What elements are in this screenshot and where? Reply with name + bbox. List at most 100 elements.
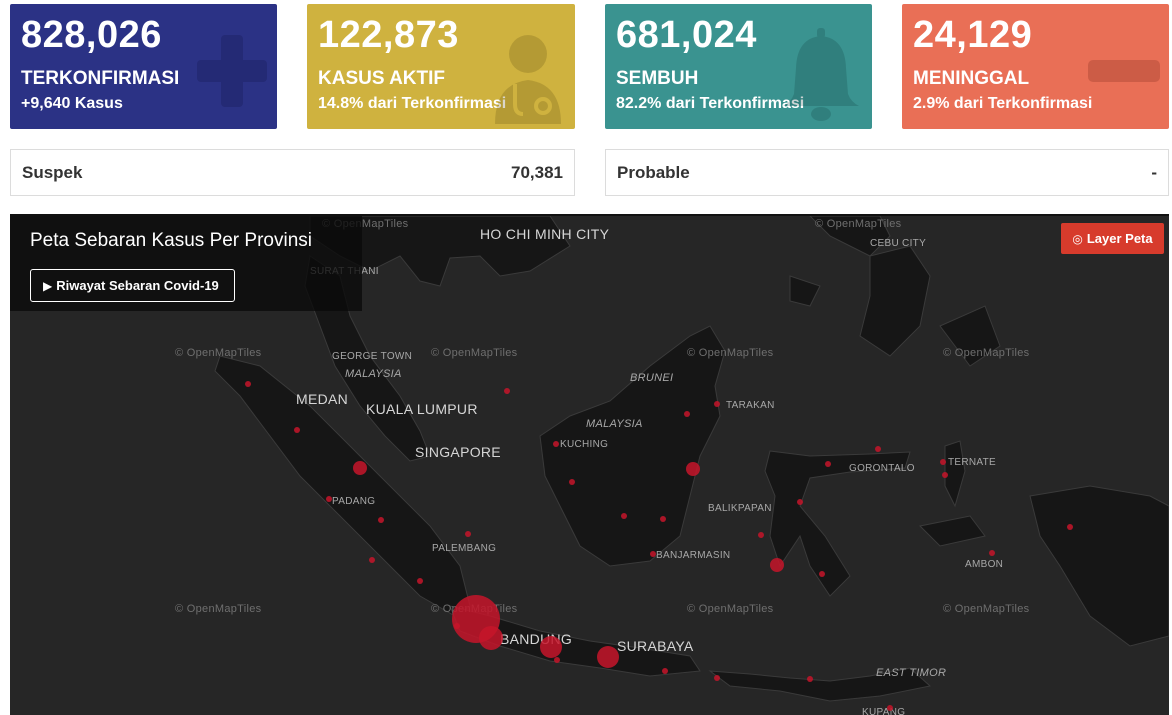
province-marker[interactable]: [758, 532, 764, 538]
suspek-box: Suspek 70,381: [10, 149, 575, 196]
confirmed-value: 828,026: [21, 14, 162, 56]
city-label: BANJARMASIN: [656, 550, 731, 561]
city-label: HO CHI MINH CITY: [480, 226, 610, 242]
province-case-map[interactable]: © OpenMapTiles © OpenMapTiles © OpenMapT…: [10, 214, 1169, 715]
history-button-label: Riwayat Sebaran Covid-19: [56, 278, 219, 293]
death-percentage: 2.9% dari Terkonfirmasi: [913, 95, 1093, 112]
recovered-percentage: 82.2% dari Terkonfirmasi: [616, 95, 805, 112]
map-attribution: © OpenMapTiles: [943, 603, 1030, 615]
confirmed-label: TERKONFIRMASI: [21, 68, 180, 89]
province-marker[interactable]: [770, 558, 784, 572]
city-label: BALIKPAPAN: [708, 503, 772, 514]
plus-icon: [197, 35, 267, 107]
province-marker[interactable]: [553, 441, 559, 447]
province-marker[interactable]: [714, 401, 720, 407]
confirmed-daily-increase: +9,640 Kasus: [21, 95, 123, 112]
city-label: SURABAYA: [617, 638, 694, 654]
probable-value: -: [1151, 163, 1157, 182]
map-attribution: © OpenMapTiles: [687, 347, 774, 359]
map-title-panel: Peta Sebaran Kasus Per Provinsi ▶ Riwaya…: [10, 216, 362, 311]
province-marker[interactable]: [597, 646, 619, 668]
province-marker[interactable]: [875, 446, 881, 452]
death-value: 24,129: [913, 14, 1033, 56]
province-marker[interactable]: [714, 675, 720, 681]
province-marker[interactable]: [245, 381, 251, 387]
layer-button[interactable]: ◎ Layer Peta: [1061, 223, 1164, 254]
province-marker[interactable]: [417, 578, 423, 584]
city-label: AMBON: [965, 559, 1004, 570]
map-basemap: [10, 216, 1169, 715]
recovered-value: 681,024: [616, 14, 757, 56]
province-marker[interactable]: [326, 496, 332, 502]
active-percentage: 14.8% dari Terkonfirmasi: [318, 95, 507, 112]
province-marker[interactable]: [540, 636, 562, 658]
map-attribution: © OpenMapTiles: [431, 347, 518, 359]
province-marker[interactable]: [621, 513, 627, 519]
doctor-icon: [495, 35, 561, 124]
province-marker[interactable]: [686, 462, 700, 476]
city-label: TARAKAN: [726, 400, 775, 411]
city-label: PADANG: [332, 496, 376, 507]
map-title: Peta Sebaran Kasus Per Provinsi: [30, 230, 312, 251]
province-marker[interactable]: [660, 516, 666, 522]
active-label: KASUS AKTIF: [318, 68, 446, 89]
active-value: 122,873: [318, 14, 459, 56]
province-marker[interactable]: [369, 557, 375, 563]
city-label: SINGAPORE: [415, 444, 501, 460]
province-marker[interactable]: [942, 472, 948, 478]
suspek-label: Suspek: [22, 163, 83, 182]
province-marker[interactable]: [294, 427, 300, 433]
map-attribution: © OpenMapTiles: [815, 218, 902, 230]
province-marker[interactable]: [684, 411, 690, 417]
death-label: MENINGGAL: [913, 68, 1030, 89]
city-label: KUALA LUMPUR: [366, 401, 478, 417]
map-attribution: © OpenMapTiles: [943, 347, 1030, 359]
province-marker[interactable]: [825, 461, 831, 467]
city-label: KUPANG: [862, 707, 906, 715]
play-icon: ▶: [43, 278, 53, 293]
suspek-value: 70,381: [511, 163, 563, 182]
province-marker[interactable]: [454, 623, 460, 629]
map-attribution: © OpenMapTiles: [687, 603, 774, 615]
province-marker[interactable]: [887, 705, 893, 711]
province-marker[interactable]: [1067, 524, 1073, 530]
province-marker[interactable]: [504, 388, 510, 394]
target-icon: ◎: [1072, 231, 1083, 246]
probable-label: Probable: [617, 163, 690, 182]
confirmed-card: 828,026 TERKONFIRMASI +9,640 Kasus: [10, 4, 277, 129]
city-label: TERNATE: [948, 457, 997, 468]
region-label: EAST TIMOR: [876, 667, 947, 679]
province-marker[interactable]: [807, 676, 813, 682]
minus-icon: [1088, 60, 1160, 82]
map-attribution: © OpenMapTiles: [175, 347, 262, 359]
city-label: GEORGE TOWN: [332, 351, 413, 362]
province-marker[interactable]: [819, 571, 825, 577]
death-card: 24,129 MENINGGAL 2.9% dari Terkonfirmasi: [902, 4, 1169, 129]
recovered-card: 681,024 SEMBUH 82.2% dari Terkonfirmasi: [605, 4, 872, 129]
active-card: 122,873 KASUS AKTIF 14.8% dari Terkonfir…: [307, 4, 575, 129]
city-label: GORONTALO: [849, 463, 915, 474]
history-button[interactable]: ▶ Riwayat Sebaran Covid-19: [30, 269, 235, 302]
province-marker[interactable]: [569, 479, 575, 485]
bell-icon: [783, 28, 859, 121]
probable-box: Probable -: [605, 149, 1169, 196]
layer-button-label: Layer Peta: [1086, 231, 1153, 246]
province-marker[interactable]: [797, 499, 803, 505]
case-markers: [245, 381, 1073, 711]
province-marker[interactable]: [989, 550, 995, 556]
city-label: KUCHING: [560, 439, 609, 450]
province-marker[interactable]: [378, 517, 384, 523]
city-label: MEDAN: [296, 391, 349, 407]
city-label: CEBU CITY: [870, 238, 927, 249]
recovered-label: SEMBUH: [616, 68, 699, 89]
region-label: MALAYSIA: [586, 418, 643, 430]
province-marker[interactable]: [662, 668, 668, 674]
region-label: MALAYSIA: [345, 368, 402, 380]
province-marker[interactable]: [650, 551, 656, 557]
province-marker[interactable]: [465, 531, 471, 537]
province-marker[interactable]: [554, 657, 560, 663]
province-marker[interactable]: [479, 626, 503, 650]
province-marker[interactable]: [353, 461, 367, 475]
province-marker[interactable]: [940, 459, 946, 465]
region-label: BRUNEI: [630, 372, 674, 384]
